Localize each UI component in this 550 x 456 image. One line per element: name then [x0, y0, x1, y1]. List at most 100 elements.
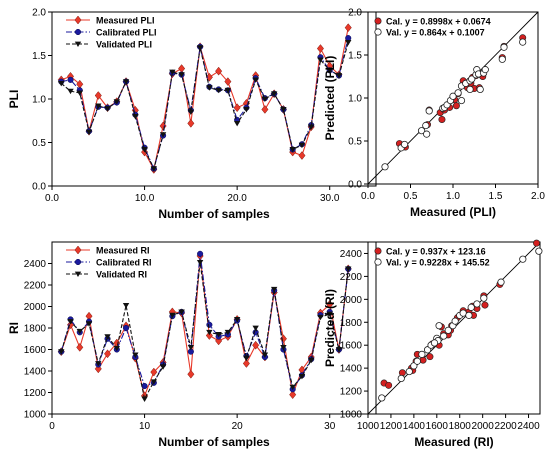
data-point	[308, 357, 315, 364]
data-point	[378, 394, 386, 402]
data-point	[345, 266, 352, 272]
legend-marker	[374, 28, 382, 36]
data-point	[104, 349, 112, 359]
data-point	[150, 166, 158, 172]
x-tick-label: 2.0	[531, 191, 545, 202]
data-point	[422, 121, 430, 130]
data-point	[418, 350, 426, 358]
y-axis-label: Predicted (PLI)	[323, 56, 337, 141]
x-tick-label: 0	[49, 421, 55, 432]
data-point	[243, 107, 250, 113]
data-point	[317, 314, 324, 321]
data-point	[113, 99, 120, 105]
y-tick-label: 2000	[24, 302, 47, 313]
data-point	[519, 38, 527, 46]
data-point	[67, 319, 74, 325]
x-tick-label: 10.0	[135, 193, 155, 204]
data-point	[430, 339, 439, 347]
legend-label: Cal. y = 0.8998x + 0.0674	[386, 17, 491, 27]
data-point	[385, 381, 393, 389]
x-tick-label: 1000	[357, 421, 380, 432]
x-axis-label: Measured (RI)	[414, 435, 493, 449]
data-point	[465, 311, 473, 319]
x-tick-label: 2400	[517, 421, 540, 432]
data-point	[159, 364, 167, 370]
data-point	[261, 352, 269, 358]
data-point	[326, 299, 334, 309]
legend-marker	[374, 258, 382, 266]
y-axis-label: Predicted (RI)	[323, 289, 337, 367]
x-tick-label: 30	[324, 421, 336, 432]
data-point	[481, 66, 489, 74]
data-point	[381, 163, 389, 171]
data-point	[187, 109, 195, 116]
x-tick-label: 0.5	[404, 191, 418, 202]
data-point	[405, 367, 413, 376]
legend-label: Calibrated PLI	[96, 28, 157, 38]
data-point	[187, 344, 195, 351]
y-tick-label: 2.0	[32, 8, 46, 19]
data-point	[76, 342, 84, 352]
data-point	[159, 132, 167, 138]
data-point	[289, 384, 296, 391]
y-tick-label: 1.0	[348, 94, 362, 105]
series-line-3	[60, 42, 349, 171]
data-point	[440, 332, 448, 340]
data-point	[500, 43, 508, 51]
data-point	[261, 105, 269, 114]
data-point	[141, 383, 148, 390]
data-point	[413, 357, 421, 365]
data-point	[252, 77, 259, 83]
y-tick-label: 0.5	[32, 138, 46, 149]
x-tick-label: 1.5	[489, 191, 503, 202]
y-tick-label: 0.5	[348, 137, 362, 148]
data-point	[150, 367, 158, 377]
x-tick-label: 1800	[449, 421, 472, 432]
data-point	[289, 390, 297, 400]
y-tick-label: 2200	[24, 281, 47, 292]
y-tick-label: 1600	[24, 345, 47, 356]
data-point	[58, 349, 65, 355]
data-point	[95, 361, 102, 367]
y-tick-label: 0.0	[348, 180, 362, 191]
data-point	[224, 77, 232, 87]
y-tick-label: 2200	[340, 272, 363, 283]
legend-marker	[74, 271, 82, 277]
data-point	[280, 107, 287, 113]
data-point	[67, 76, 74, 83]
data-point	[242, 359, 250, 368]
data-point	[94, 91, 102, 100]
legend-label: Val. y = 0.9228x + 145.52	[386, 258, 490, 268]
data-point	[224, 329, 232, 336]
data-point	[316, 44, 324, 53]
data-point	[206, 85, 213, 91]
data-point	[533, 239, 541, 247]
data-point	[76, 90, 83, 96]
data-point	[335, 347, 343, 353]
x-axis-label: Number of samples	[158, 435, 270, 449]
data-point	[113, 346, 120, 352]
data-point	[398, 369, 406, 377]
legend-label: Calibrated RI	[96, 258, 152, 268]
data-point	[449, 92, 457, 100]
data-point	[480, 294, 488, 302]
legend-label: Validated PLI	[96, 40, 152, 50]
x-axis-label: Number of samples	[158, 207, 270, 221]
data-point	[425, 107, 433, 115]
data-point	[58, 80, 65, 87]
data-point	[187, 369, 195, 379]
data-point	[279, 334, 287, 344]
data-point	[132, 352, 139, 358]
data-point	[215, 87, 222, 94]
data-point	[104, 106, 111, 112]
y-tick-label: 1000	[340, 410, 363, 421]
data-point	[308, 124, 315, 130]
data-point	[123, 324, 130, 332]
legend-label: Measured RI	[96, 246, 150, 256]
data-point	[298, 373, 306, 380]
data-point	[498, 55, 506, 63]
legend-marker	[374, 247, 382, 255]
legend-marker	[74, 245, 82, 255]
x-axis-label: Measured (PLI)	[410, 205, 496, 219]
